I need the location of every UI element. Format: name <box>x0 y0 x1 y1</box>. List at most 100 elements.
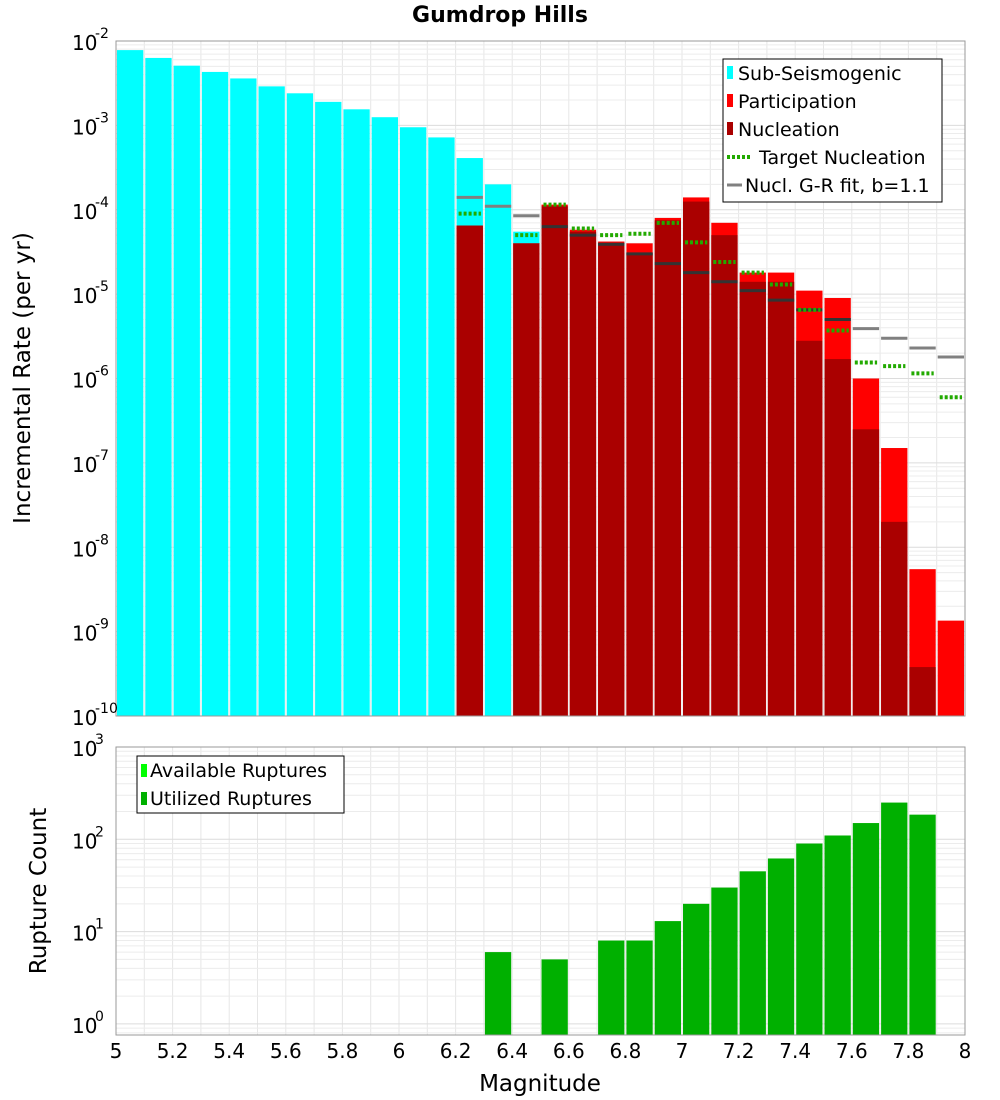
nucleation-bar <box>824 359 851 716</box>
y-tick-exponent: -5 <box>95 279 109 295</box>
x-tick-label: 5 <box>110 1039 123 1063</box>
sub-seismogenic-bar <box>145 57 172 716</box>
y-tick-exponent: -4 <box>95 195 109 211</box>
nucleation-bar <box>654 220 681 717</box>
x-axis-label: Magnitude <box>479 1071 601 1097</box>
rate-grid <box>115 41 966 717</box>
sub-seismogenic-bar <box>201 71 229 717</box>
y-tick-label: 10 <box>72 829 97 853</box>
nucleation-bar <box>569 231 597 716</box>
nucleation-bar <box>456 225 483 716</box>
utilized-ruptures-bar <box>767 858 795 1035</box>
utilized-ruptures-bar <box>824 835 851 1035</box>
y-tick-exponent: -10 <box>95 701 118 717</box>
y-tick-label: 10 <box>72 200 97 224</box>
legend-target-label: Target Nucleation <box>758 147 926 169</box>
nucleation-bar <box>683 201 710 716</box>
utilized-ruptures-bar <box>796 843 823 1035</box>
nucleation-bar <box>796 340 823 716</box>
utilized-ruptures-bar <box>598 940 625 1035</box>
chart-title: Gumdrop Hills <box>412 3 588 28</box>
legend-utilized-swatch <box>141 792 147 805</box>
y-tick-label: 10 <box>72 453 97 477</box>
count-x-ticks: 5 5.2 5.4 5.6 5.8 6 6.2 6.4 6.6 6.8 7 7.2 7.4 7.6 7.8 8 <box>110 1039 972 1063</box>
legend-nucleation-swatch <box>727 122 733 135</box>
x-tick-label: 6 <box>393 1039 406 1063</box>
legend-participation-label: Participation <box>738 91 857 113</box>
rate-bars <box>117 50 964 717</box>
nucleation-bar <box>626 252 653 716</box>
y-tick-label: 10 <box>72 31 97 55</box>
nucleation-bar <box>513 243 540 717</box>
y-tick-exponent: -3 <box>95 110 109 126</box>
count-bars <box>484 802 936 1035</box>
legend-nucleation-label: Nucleation <box>738 119 840 141</box>
x-tick-label: 8 <box>959 1039 972 1063</box>
y-tick-exponent: -2 <box>95 26 109 42</box>
count-grid <box>115 747 966 1035</box>
nucleation-bar <box>767 281 795 716</box>
y-tick-exponent: -6 <box>95 364 109 380</box>
legend-utilized-label: Utilized Ruptures <box>150 788 312 810</box>
y-tick-label: 10 <box>72 706 97 730</box>
sub-seismogenic-bar <box>400 127 427 716</box>
sub-seismogenic-bar <box>315 101 342 716</box>
nucleation-bar <box>881 521 908 716</box>
y-tick-exponent: 2 <box>95 824 104 840</box>
utilized-ruptures-bar <box>683 903 710 1035</box>
nucleation-bar <box>711 235 738 716</box>
y-tick-label: 10 <box>72 737 97 761</box>
y-tick-label: 10 <box>72 622 97 646</box>
x-tick-label: 7.6 <box>836 1039 868 1063</box>
x-tick-label: 5.2 <box>157 1039 189 1063</box>
y-tick-label: 10 <box>72 284 97 308</box>
nucleation-bar <box>598 243 625 717</box>
x-tick-label: 6.4 <box>496 1039 528 1063</box>
utilized-ruptures-bar <box>711 887 738 1035</box>
x-tick-label: 6.6 <box>553 1039 585 1063</box>
utilized-ruptures-bar <box>852 823 880 1035</box>
legend-available-swatch <box>141 764 147 777</box>
sub-seismogenic-bar <box>117 50 144 717</box>
y-tick-exponent: 0 <box>95 1009 104 1025</box>
y-tick-label: 10 <box>72 922 97 946</box>
x-tick-label: 7 <box>676 1039 689 1063</box>
x-tick-label: 5.6 <box>270 1039 302 1063</box>
y-tick-label: 10 <box>72 115 97 139</box>
nucleation-bar <box>739 281 766 716</box>
nucleation-bar <box>852 429 880 716</box>
legend-fit-label: Nucl. G-R fit, b=1.1 <box>745 175 930 197</box>
utilized-ruptures-bar <box>881 802 908 1035</box>
x-tick-label: 7.2 <box>723 1039 755 1063</box>
y-tick-exponent: 3 <box>95 732 104 748</box>
participation-bar <box>937 620 964 716</box>
y-tick-exponent: -8 <box>95 532 109 548</box>
y-tick-label: 10 <box>72 1014 97 1038</box>
x-tick-label: 6.2 <box>440 1039 472 1063</box>
count-legend: Available Ruptures Utilized Ruptures <box>136 755 345 814</box>
sub-seismogenic-bar <box>258 86 285 716</box>
legend-participation-swatch <box>727 94 733 107</box>
sub-seismogenic-bar <box>343 109 370 716</box>
legend-sub-swatch <box>727 66 733 79</box>
legend-available-label: Available Ruptures <box>150 760 327 782</box>
rate-line-marks <box>456 195 964 400</box>
utilized-ruptures-bar <box>484 952 512 1035</box>
y-tick-exponent: 1 <box>95 917 104 933</box>
sub-seismogenic-bar <box>230 78 257 717</box>
x-tick-label: 5.8 <box>326 1039 358 1063</box>
sub-seismogenic-bar <box>173 65 200 716</box>
rate-y-axis-label: Incremental Rate (per yr) <box>10 232 36 524</box>
rate-legend: Sub-Seismogenic Participation Nucleation… <box>722 58 943 203</box>
utilized-ruptures-bar <box>909 814 936 1035</box>
y-tick-exponent: -9 <box>95 617 109 633</box>
x-tick-label: 7.4 <box>779 1039 811 1063</box>
sub-seismogenic-bar <box>428 137 455 716</box>
y-tick-label: 10 <box>72 537 97 561</box>
utilized-ruptures-bar <box>654 921 681 1035</box>
utilized-ruptures-bar <box>626 940 653 1035</box>
